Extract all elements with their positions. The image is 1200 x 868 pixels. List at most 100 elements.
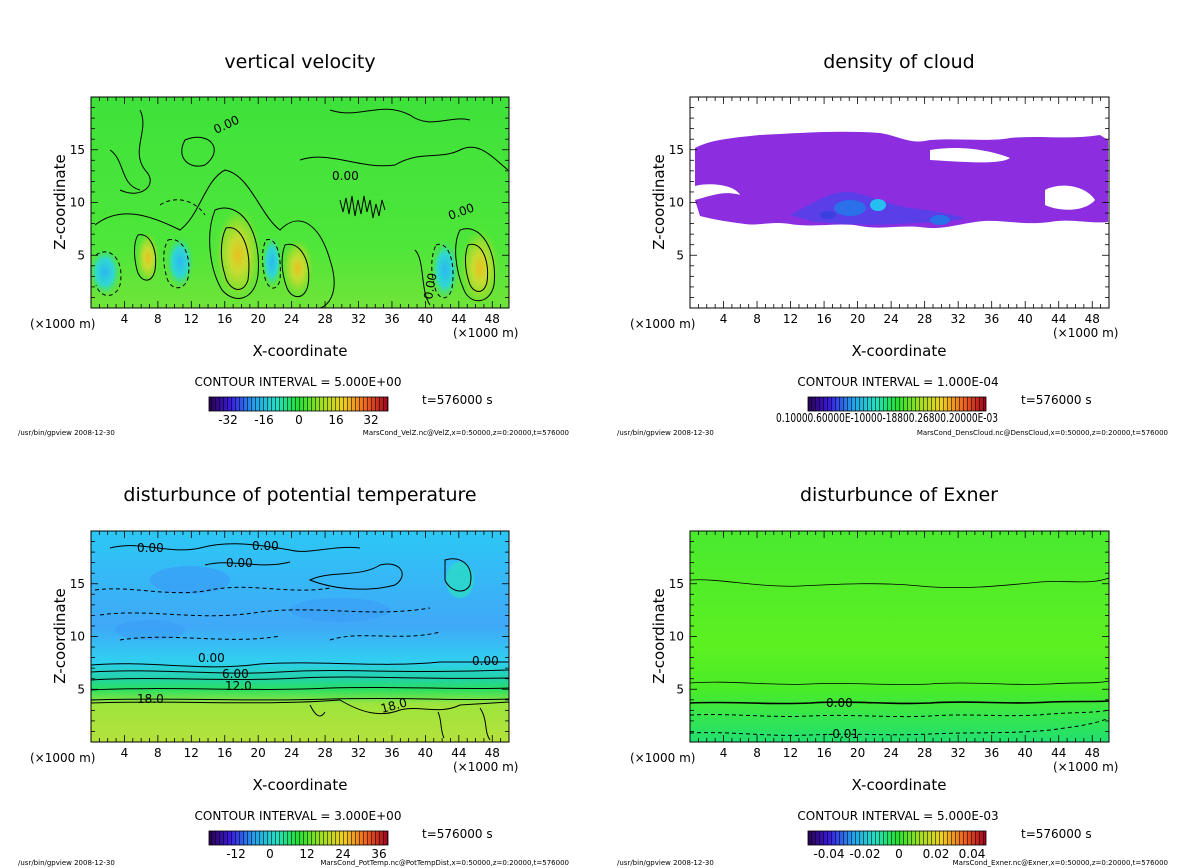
y-tick-label: 5 [676,682,684,696]
contour-lines [689,577,1110,705]
x-tick-label: 28 [917,746,932,760]
x-tick-label: 4 [121,312,129,326]
footer-left: /usr/bin/gpview 2008-12-30 [617,429,714,437]
x-axis-label: X-coordinate [253,342,348,360]
x-tick-label: 16 [217,746,232,760]
cold-patch [290,598,390,622]
x-tick-label: 48 [1085,312,1100,326]
x-ticks: 4 8 12 16 20 24 28 32 36 40 44 48 [689,97,1110,326]
colorbar-stripes [208,396,389,412]
x-tick-label: 44 [451,746,466,760]
cold-patch [150,566,230,594]
y-tick-label: 10 [70,196,85,210]
x-tick-label: 28 [917,312,932,326]
y-ticks: 5 10 15 [70,96,509,309]
svg-text:32: 32 [363,413,378,427]
svg-text:-0.02: -0.02 [849,847,880,861]
x-tick-label: 24 [883,746,898,760]
x-tick-label: 32 [351,312,366,326]
time-label: t=576000 s [422,393,493,407]
x-tick-label: 32 [951,746,966,760]
footer-right: MarsCond_VelZ.nc@VelZ,x=0:50000,z=0:2000… [363,429,569,437]
panel-vertical-velocity: vertical velocity [18,51,569,437]
svg-text:0.02: 0.02 [923,847,950,861]
contour-interval: CONTOUR INTERVAL = 1.000E-04 [797,375,998,389]
x-tick-label: 40 [418,746,433,760]
y-tick-label: 15 [669,577,684,591]
svg-text:0.00: 0.00 [421,272,439,301]
svg-text:0.00: 0.00 [252,539,279,553]
svg-text:-32: -32 [218,413,238,427]
colorbar-ticks: -32 -16 0 16 32 [218,413,378,427]
svg-text:36: 36 [371,847,386,861]
x-tick-label: 24 [883,312,898,326]
svg-text:-16: -16 [254,413,274,427]
x-tick-label: 8 [154,746,162,760]
x-tick-label: 44 [1051,312,1066,326]
x-tick-label: 16 [816,312,831,326]
footer-left: /usr/bin/gpview 2008-12-30 [617,859,714,867]
svg-text:6.00: 6.00 [222,667,249,681]
x-tick-label: 4 [121,746,129,760]
warm-patch [446,562,474,598]
colorbar-stripes [807,396,987,412]
cloud-gap [930,147,1010,163]
svg-text:0.00: 0.00 [332,169,359,183]
cloud-core [834,200,866,216]
contour-lines [94,108,509,309]
x-tick-label: 48 [485,312,500,326]
svg-text:0.00: 0.00 [226,556,253,570]
svg-text:0.00: 0.00 [472,654,499,668]
time-label: t=576000 s [422,827,493,841]
x-tick-label: 28 [317,312,332,326]
downdraft-core [262,236,282,288]
colorbar-stripes [807,830,987,846]
y-axis-label: Z-coordinate [650,154,668,249]
cloud-core [820,211,836,219]
x-tick-label: 16 [816,746,831,760]
y-tick-label: 5 [676,248,684,262]
x-tick-label: 36 [384,746,399,760]
x-tick-label: 44 [1051,746,1066,760]
x-tick-label: 12 [783,312,798,326]
x-tick-label: 28 [317,746,332,760]
x-unit-right: (×1000 m) [1053,760,1118,774]
footer-left: /usr/bin/gpview 2008-12-30 [18,859,115,867]
contour-interval: CONTOUR INTERVAL = 5.000E+00 [195,375,402,389]
x-tick-label: 8 [154,312,162,326]
chart-title: disturbunce of potential temperature [123,484,476,506]
y-tick-label: 15 [669,143,684,157]
x-tick-label: 40 [418,312,433,326]
svg-text:12.0: 12.0 [225,679,252,693]
x-unit-left: (×1000 m) [630,751,695,765]
x-tick-label: 48 [485,746,500,760]
x-axis-label: X-coordinate [253,776,348,794]
x-tick-label: 44 [451,312,466,326]
x-tick-label: 20 [850,312,865,326]
x-ticks: 4 8 12 16 20 24 28 32 36 40 44 48 [689,531,1110,760]
footer-left: /usr/bin/gpview 2008-12-30 [18,429,115,437]
updraft-core [136,232,160,284]
svg-text:0.04: 0.04 [959,847,986,861]
svg-text:0.00: 0.00 [826,696,853,710]
chart-title: density of cloud [823,51,975,73]
contour-labels: 0.00 -0.01 [826,696,859,741]
y-tick-label: 5 [77,248,85,262]
panel-potential-temperature: disturbunce of potential temperature [18,484,569,867]
x-tick-label: 32 [351,746,366,760]
x-unit-right: (×1000 m) [453,760,518,774]
svg-text:18.0: 18.0 [379,695,408,715]
colorbar-ticks: -12 0 12 24 36 [226,847,386,861]
x-unit-right: (×1000 m) [1053,326,1118,340]
x-tick-label: 40 [1018,746,1033,760]
x-ticks: 4 8 12 16 20 24 28 32 36 40 44 48 [90,97,510,326]
cloud-core [930,215,950,225]
x-axis-label: X-coordinate [852,342,947,360]
colorbar-stripes [208,830,389,846]
downdraft-core [166,236,194,288]
svg-text:0: 0 [895,847,903,861]
x-tick-label: 20 [251,746,266,760]
x-unit-left: (×1000 m) [30,751,95,765]
y-axis-label: Z-coordinate [51,154,69,249]
